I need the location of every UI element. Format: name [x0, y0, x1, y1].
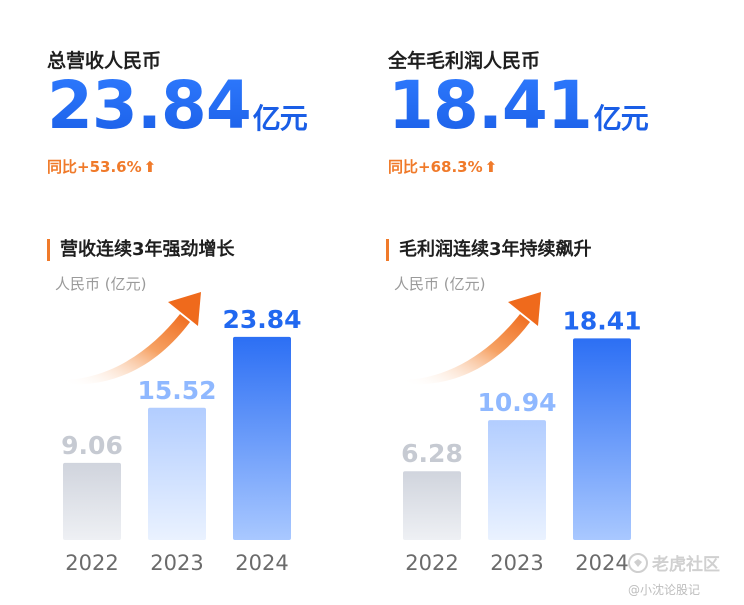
x-tick-label: 2024	[575, 551, 628, 575]
bar-value-label: 9.06	[61, 431, 123, 460]
metric-number: 23.84	[47, 67, 252, 144]
chart-unit-label: 人民币 (亿元)	[394, 275, 486, 293]
chart-title: 营收连续3年强劲增长	[47, 239, 235, 261]
bar-value-label: 10.94	[477, 388, 556, 417]
x-tick-label: 2022	[405, 551, 458, 575]
bar-2024	[233, 336, 291, 540]
x-tick-label: 2022	[65, 551, 118, 575]
metric-gross-profit: 全年毛利润人民币 18.41亿元 同比+68.3% ⬆	[388, 46, 649, 177]
x-tick-label: 2023	[490, 551, 543, 575]
arrow-up-icon: ⬆	[484, 158, 498, 176]
bar-2023	[488, 420, 546, 540]
watermark-author: @小沈论股记	[628, 583, 701, 597]
watermark: 老虎社区 @小沈论股记	[628, 550, 720, 598]
bar-2022	[63, 462, 121, 540]
bar-value-label: 23.84	[222, 305, 301, 334]
metric-value: 18.41亿元	[388, 73, 649, 152]
tiger-community-logo-icon	[628, 552, 648, 573]
metric-growth: 同比+53.6% ⬆	[47, 156, 307, 177]
growth-arrow-icon	[65, 314, 190, 385]
metric-unit: 亿元	[593, 102, 649, 135]
watermark-logo: 老虎社区	[628, 550, 720, 575]
watermark-logo-text: 老虎社区	[652, 555, 720, 575]
metric-value: 23.84亿元	[47, 73, 308, 152]
bar-2024	[573, 338, 631, 540]
x-tick-label: 2023	[150, 551, 203, 575]
metric-revenue: 总营收人民币 23.84亿元 同比+53.6% ⬆	[47, 46, 308, 177]
x-tick-label: 2024	[235, 551, 288, 575]
growth-arrow-icon	[405, 314, 530, 385]
growth-arrowhead-icon	[168, 292, 201, 326]
growth-text: 同比+68.3%	[388, 158, 483, 176]
bar-2022	[403, 471, 461, 540]
bar-value-label: 18.41	[562, 306, 641, 335]
bar-value-label: 15.52	[137, 376, 216, 405]
bar-value-label: 6.28	[401, 439, 463, 468]
arrow-up-icon: ⬆	[143, 158, 157, 176]
revenue-bar-chart: 9.06 2022 15.52 2023 23.84 2024	[61, 292, 302, 575]
gross-profit-bar-chart: 6.28 2022 10.94 2023 18.41 2024	[401, 292, 642, 575]
bar-2023	[148, 407, 206, 540]
metric-growth: 同比+68.3% ⬆	[388, 156, 648, 177]
metric-label: 总营收人民币	[47, 50, 162, 72]
metric-label: 全年毛利润人民币	[388, 50, 541, 72]
metric-unit: 亿元	[252, 102, 308, 135]
chart-unit-label: 人民币 (亿元)	[55, 275, 147, 293]
growth-text: 同比+53.6%	[47, 158, 142, 176]
growth-arrowhead-icon	[508, 292, 541, 326]
chart-title: 毛利润连续3年持续飙升	[386, 239, 592, 261]
metric-number: 18.41	[388, 67, 593, 144]
